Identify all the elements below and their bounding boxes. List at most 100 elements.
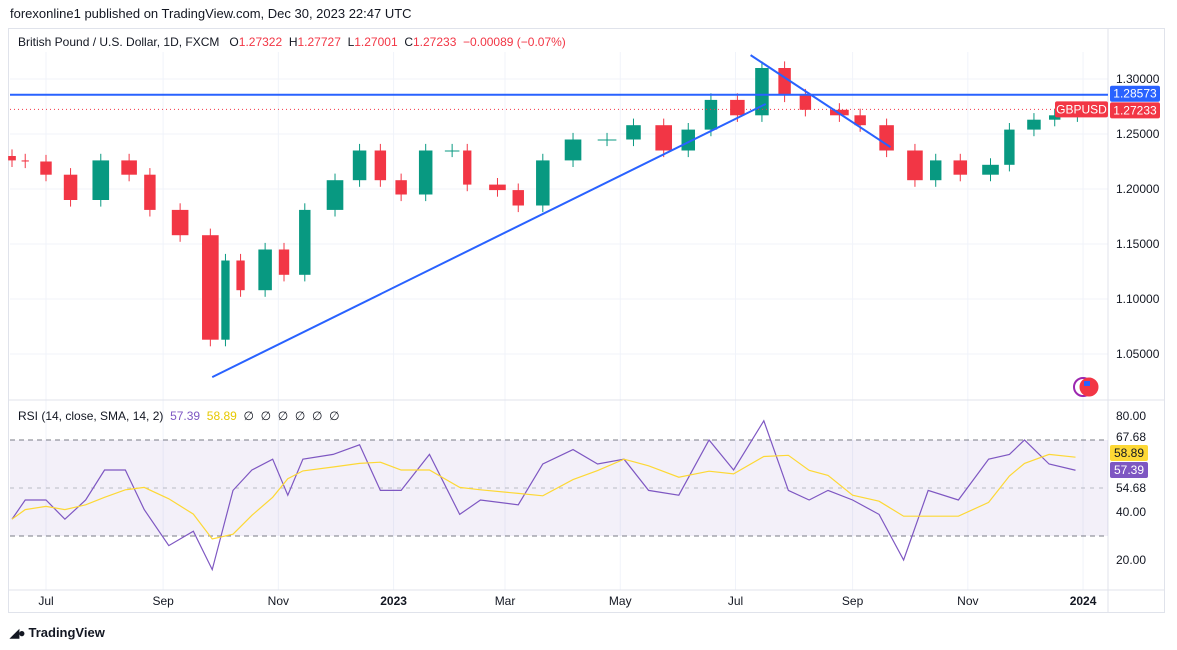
high-value: 1.27727	[297, 35, 341, 49]
empty-value: ∅	[260, 409, 272, 423]
candle	[879, 125, 894, 151]
candle	[564, 139, 582, 161]
candle	[930, 160, 942, 181]
rsi-badge-text: 57.39	[1114, 463, 1144, 477]
candle	[326, 180, 344, 210]
candle	[799, 95, 812, 110]
time-tick-label: Sep	[152, 594, 174, 608]
symbol-name[interactable]: British Pound / U.S. Dollar, 1D, FXCM	[18, 35, 220, 49]
last-price-badge-text: 1.27233	[1113, 103, 1157, 117]
open-label: O	[229, 35, 239, 49]
candle	[626, 125, 641, 140]
horizontal-line-badge-text: 1.28573	[1113, 87, 1157, 101]
low-label: L	[347, 35, 355, 49]
candle	[418, 150, 433, 195]
candle	[953, 160, 968, 175]
tradingview-logo[interactable]: ◢● TradingView	[10, 625, 105, 640]
price-tick-label: 1.20000	[1116, 182, 1160, 196]
chart-frame	[8, 28, 1165, 613]
rsi-legend: RSI (14, close, SMA, 14, 2) 57.39 58.89 …	[18, 409, 340, 423]
time-tick-label: Nov	[957, 594, 978, 608]
symbol-legend: British Pound / U.S. Dollar, 1D, FXCM O1…	[18, 35, 566, 49]
rsi-value: 57.39	[170, 409, 201, 423]
candle	[171, 209, 189, 236]
candle	[681, 129, 696, 151]
candle	[597, 139, 617, 141]
high-label: H	[288, 35, 298, 49]
rsi-sma-value: 58.89	[206, 409, 237, 423]
trend-line	[750, 54, 891, 148]
candle	[92, 160, 110, 200]
empty-value: ∅	[294, 409, 306, 423]
price-tick-label: 1.15000	[1116, 237, 1160, 251]
candle	[1027, 119, 1041, 130]
candle	[352, 150, 367, 181]
published-line: forexonline1 published on TradingView.co…	[10, 6, 412, 21]
candle	[299, 209, 311, 275]
tradingview-logo-icon: ◢●	[10, 625, 26, 640]
horizontal-line-badge	[1110, 85, 1160, 102]
footer-brand: TradingView	[28, 625, 105, 640]
candle	[236, 260, 245, 291]
candle	[512, 190, 524, 206]
open-value: 1.27322	[238, 35, 283, 49]
candle	[854, 115, 866, 126]
price-tick-label: 1.05000	[1116, 347, 1160, 361]
candle	[278, 249, 290, 275]
time-tick-label: Jul	[728, 594, 743, 608]
price-tick-label: 1.25000	[1116, 127, 1160, 141]
candle	[144, 174, 156, 210]
rsi-title[interactable]: RSI (14, close, SMA, 14, 2)	[18, 409, 164, 423]
candle	[258, 249, 272, 291]
time-tick-label: Sep	[842, 594, 864, 608]
candle	[21, 160, 29, 162]
candle	[655, 125, 673, 151]
candle	[374, 150, 387, 181]
low-value: 1.27001	[354, 35, 398, 49]
rsi-badge	[1110, 462, 1148, 478]
us-flag-icon	[1079, 377, 1099, 397]
candle	[463, 150, 472, 185]
candle	[40, 161, 52, 175]
candle	[489, 184, 506, 191]
candle	[704, 99, 718, 130]
rsi-sma-badge-text: 58.89	[1114, 446, 1144, 460]
rsi-sma-badge	[1110, 445, 1148, 461]
close-value: 1.27233	[412, 35, 457, 49]
time-tick-label: May	[609, 594, 632, 608]
us-flag-icon-canton	[1084, 381, 1090, 386]
time-tick-label: Mar	[495, 594, 516, 608]
rsi-tick-label: 54.68	[1116, 481, 1146, 495]
time-tick-label: 2024	[1070, 594, 1097, 608]
empty-value: ∅	[329, 409, 340, 423]
symbol-badge-text: GBPUSD	[1056, 102, 1107, 116]
candle	[536, 160, 550, 206]
candle	[1004, 129, 1015, 165]
candle	[1049, 115, 1061, 120]
time-tick-label: 2023	[380, 594, 407, 608]
candle	[63, 174, 78, 200]
candle	[907, 150, 923, 181]
candle	[730, 99, 745, 116]
empty-value: ∅	[311, 409, 323, 423]
time-tick-label: Jul	[38, 594, 53, 608]
last-price-badge	[1110, 102, 1160, 119]
change-value: −0.00089 (−0.07%)	[463, 35, 566, 49]
time-tick-label: Nov	[268, 594, 289, 608]
rsi-tick-label: 20.00	[1116, 553, 1146, 567]
candle	[202, 235, 219, 340]
candle	[778, 68, 791, 96]
candle	[221, 260, 230, 340]
rsi-tick-label: 40.00	[1116, 505, 1146, 519]
rsi-tick-label: 67.68	[1116, 430, 1146, 444]
trend-line	[211, 103, 767, 378]
empty-value: ∅	[243, 409, 254, 423]
rsi-line	[11, 419, 1076, 572]
candle	[444, 150, 460, 152]
candle	[982, 164, 999, 175]
empty-value: ∅	[277, 409, 289, 423]
rsi-sma-line	[11, 453, 1076, 540]
candle	[121, 160, 137, 175]
candle	[395, 180, 407, 195]
